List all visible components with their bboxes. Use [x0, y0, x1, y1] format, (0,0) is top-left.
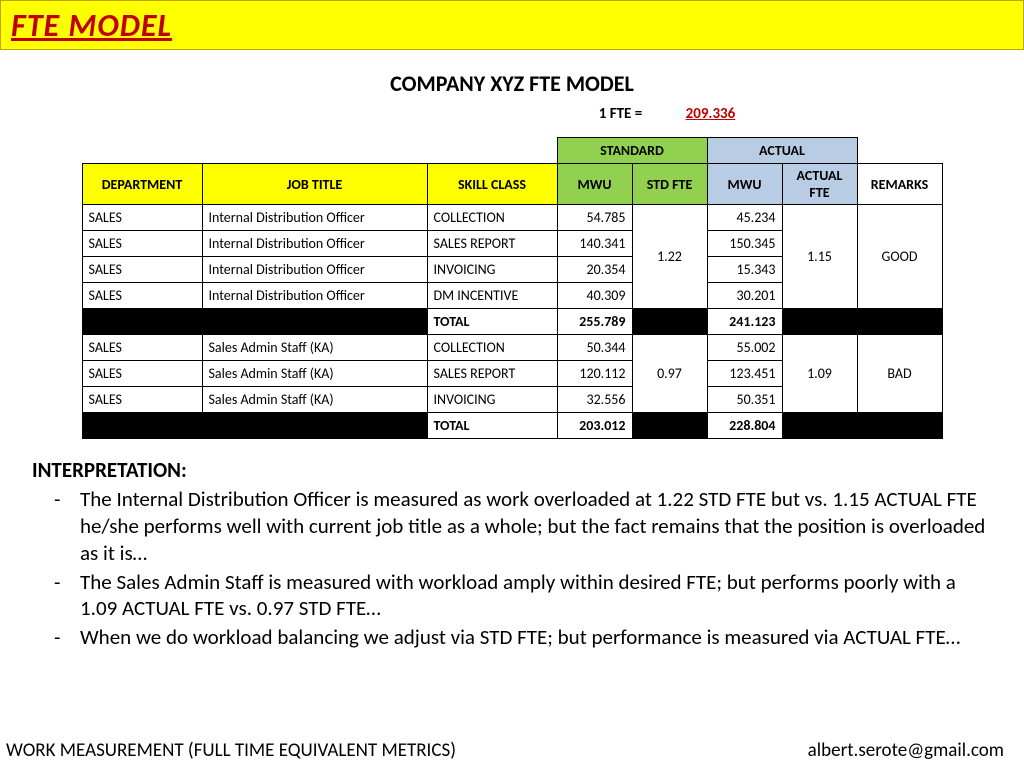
interpretation-title: INTERPRETATION:: [32, 457, 989, 484]
black-cell: [202, 309, 427, 335]
total-row: TOTAL 255.789 241.123: [82, 309, 942, 335]
col-stdfte: STD FTE: [632, 164, 707, 205]
total-mwu-s: 203.012: [557, 413, 632, 439]
interpretation-bullet: The Internal Distribution Officer is mea…: [54, 486, 989, 567]
cell-skill: COLLECTION: [427, 205, 557, 231]
fte-label: 1 FTE =: [599, 105, 642, 123]
total-mwu-a: 228.804: [707, 413, 782, 439]
col-remarks: REMARKS: [857, 164, 942, 205]
cell-actfte: 1.09: [782, 335, 857, 413]
cell-mwu-s: 54.785: [557, 205, 632, 231]
group-header-row: STANDARD ACTUAL: [82, 138, 942, 164]
interpretation-bullet: When we do workload balancing we adjust …: [54, 624, 989, 651]
cell-mwu-a: 45.234: [707, 205, 782, 231]
total-row: TOTAL 203.012 228.804: [82, 413, 942, 439]
column-header-row: DEPARTMENT JOB TITLE SKILL CLASS MWU STD…: [82, 164, 942, 205]
subtitle: COMPANY XYZ FTE MODEL: [30, 70, 994, 97]
page-title: FTE MODEL: [11, 6, 172, 45]
cell-remarks: GOOD: [857, 205, 942, 309]
title-banner: FTE MODEL: [0, 0, 1024, 50]
black-cell: [857, 309, 942, 335]
cell-job: Internal Distribution Officer: [202, 205, 427, 231]
col-job: JOB TITLE: [202, 164, 427, 205]
header-standard: STANDARD: [557, 138, 707, 164]
interpretation-bullet: The Sales Admin Staff is measured with w…: [54, 569, 989, 623]
cell-stdfte: 1.22: [632, 205, 707, 309]
cell-stdfte: 0.97: [632, 335, 707, 413]
content-area: COMPANY XYZ FTE MODEL 1 FTE = 209.336 ST…: [0, 50, 1024, 651]
total-label: TOTAL: [427, 309, 557, 335]
fte-table: STANDARD ACTUAL DEPARTMENT JOB TITLE SKI…: [82, 137, 943, 439]
total-mwu-a: 241.123: [707, 309, 782, 335]
black-cell: [82, 309, 202, 335]
table-row: SALES Internal Distribution Officer COLL…: [82, 205, 942, 231]
fte-value: 209.336: [686, 105, 736, 123]
total-mwu-s: 255.789: [557, 309, 632, 335]
col-actfte: ACTUAL FTE: [782, 164, 857, 205]
footer-left: WORK MEASUREMENT (FULL TIME EQUIVALENT M…: [6, 739, 456, 762]
cell-actfte: 1.15: [782, 205, 857, 309]
footer-right: albert.serote@gmail.com: [808, 739, 1004, 762]
footer: WORK MEASUREMENT (FULL TIME EQUIVALENT M…: [0, 739, 1024, 762]
col-mwu-act: MWU: [707, 164, 782, 205]
col-dept: DEPARTMENT: [82, 164, 202, 205]
header-actual: ACTUAL: [707, 138, 857, 164]
total-label: TOTAL: [427, 413, 557, 439]
cell-dept: SALES: [82, 205, 202, 231]
col-skill: SKILL CLASS: [427, 164, 557, 205]
fte-equation: 1 FTE = 209.336: [30, 105, 994, 123]
col-mwu-std: MWU: [557, 164, 632, 205]
cell-remarks: BAD: [857, 335, 942, 413]
black-cell: [632, 309, 707, 335]
table-row: SALES Sales Admin Staff (KA) COLLECTION …: [82, 335, 942, 361]
interpretation: INTERPRETATION: The Internal Distributio…: [30, 457, 994, 651]
black-cell: [782, 309, 857, 335]
